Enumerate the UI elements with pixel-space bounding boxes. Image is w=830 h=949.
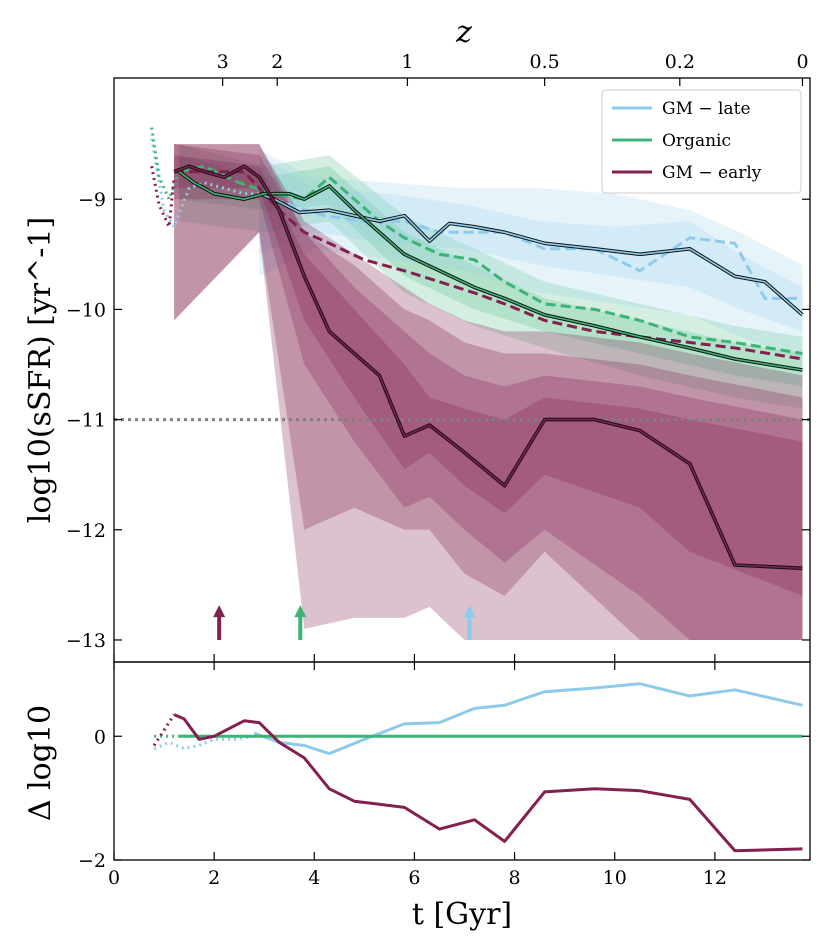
z-tick-label-3: 3 <box>217 51 229 73</box>
band-gm-early-0 <box>174 144 803 640</box>
median-line-organic <box>178 171 803 371</box>
band-gm-early-3 <box>174 155 803 596</box>
z-tick-label-0.2: 0.2 <box>665 51 695 73</box>
main-y-tick-label--10: −10 <box>66 299 106 321</box>
main-y-tick-label--9: −9 <box>78 189 106 211</box>
x-tick-label-10: 10 <box>603 867 627 889</box>
dashed-line-gm-late <box>258 192 803 300</box>
z-tick-label-0.5: 0.5 <box>530 51 560 73</box>
top-axis-label: z <box>455 15 472 50</box>
x-tick-label-8: 8 <box>509 867 521 889</box>
main-y-tick-label--11: −11 <box>66 410 106 432</box>
x-tick-label-4: 4 <box>308 867 320 889</box>
axis-ticks: 0 2 4 6 8 10 123 2 1 0.5 0.2 0−9−10−11−12−130−2 <box>66 51 810 889</box>
residual-dotted-gm-early <box>152 713 176 747</box>
residual-line-gm-late <box>253 682 803 756</box>
legend-label-gm-early: GM − early <box>662 163 762 183</box>
x-tick-label-2: 2 <box>208 867 220 889</box>
x-tick-label-6: 6 <box>408 867 420 889</box>
axes-frames <box>113 77 811 861</box>
main-panel-bands <box>174 144 803 640</box>
residual-line-gm-early <box>173 713 803 853</box>
res-y-tick-label-0: 0 <box>94 726 106 748</box>
main-y-tick-label--13: −13 <box>66 630 106 652</box>
residual-panel-lines <box>152 682 803 853</box>
dotted-line-gm-late <box>150 138 260 231</box>
band-gm-early-2 <box>174 144 803 640</box>
res-y-tick-label--2: −2 <box>78 850 106 872</box>
main-panel-lines <box>114 127 810 571</box>
x-axis-label: t [Gyr] <box>412 897 512 932</box>
z-tick-label-1: 1 <box>401 51 413 73</box>
residual-panel-frame <box>113 661 811 861</box>
main-panel-markers <box>213 605 476 640</box>
median-line-gm-early <box>173 165 803 570</box>
main-y-axis-label: log10(sSFR) [yr^-1] <box>23 217 58 523</box>
dotted-line-gm-early <box>150 165 176 233</box>
band-organic-1 <box>179 155 803 387</box>
legend-box <box>601 89 802 194</box>
band-gm-early-1 <box>174 144 803 640</box>
arrow-head-2 <box>463 605 476 618</box>
legend-label-organic: Organic <box>662 131 731 151</box>
band-gm-late-0 <box>259 149 803 359</box>
legend: GM − late Organic GM − early <box>601 89 802 194</box>
main-y-tick-label--12: −12 <box>66 520 106 542</box>
arrow-head-1 <box>294 605 307 618</box>
x-tick-label-0: 0 <box>108 867 120 889</box>
arrow-head-0 <box>213 605 226 618</box>
dotted-line-organic <box>150 127 181 204</box>
x-tick-label-12: 12 <box>703 867 727 889</box>
z-tick-label-0: 0 <box>796 51 808 73</box>
median-line-gm-late <box>258 192 804 316</box>
legend-label-gm-late: GM − late <box>662 99 751 119</box>
z-tick-label-2: 2 <box>271 51 283 73</box>
residual-dotted-gm-late <box>153 734 255 751</box>
residual-y-axis-label: Δ log10 <box>23 705 58 821</box>
